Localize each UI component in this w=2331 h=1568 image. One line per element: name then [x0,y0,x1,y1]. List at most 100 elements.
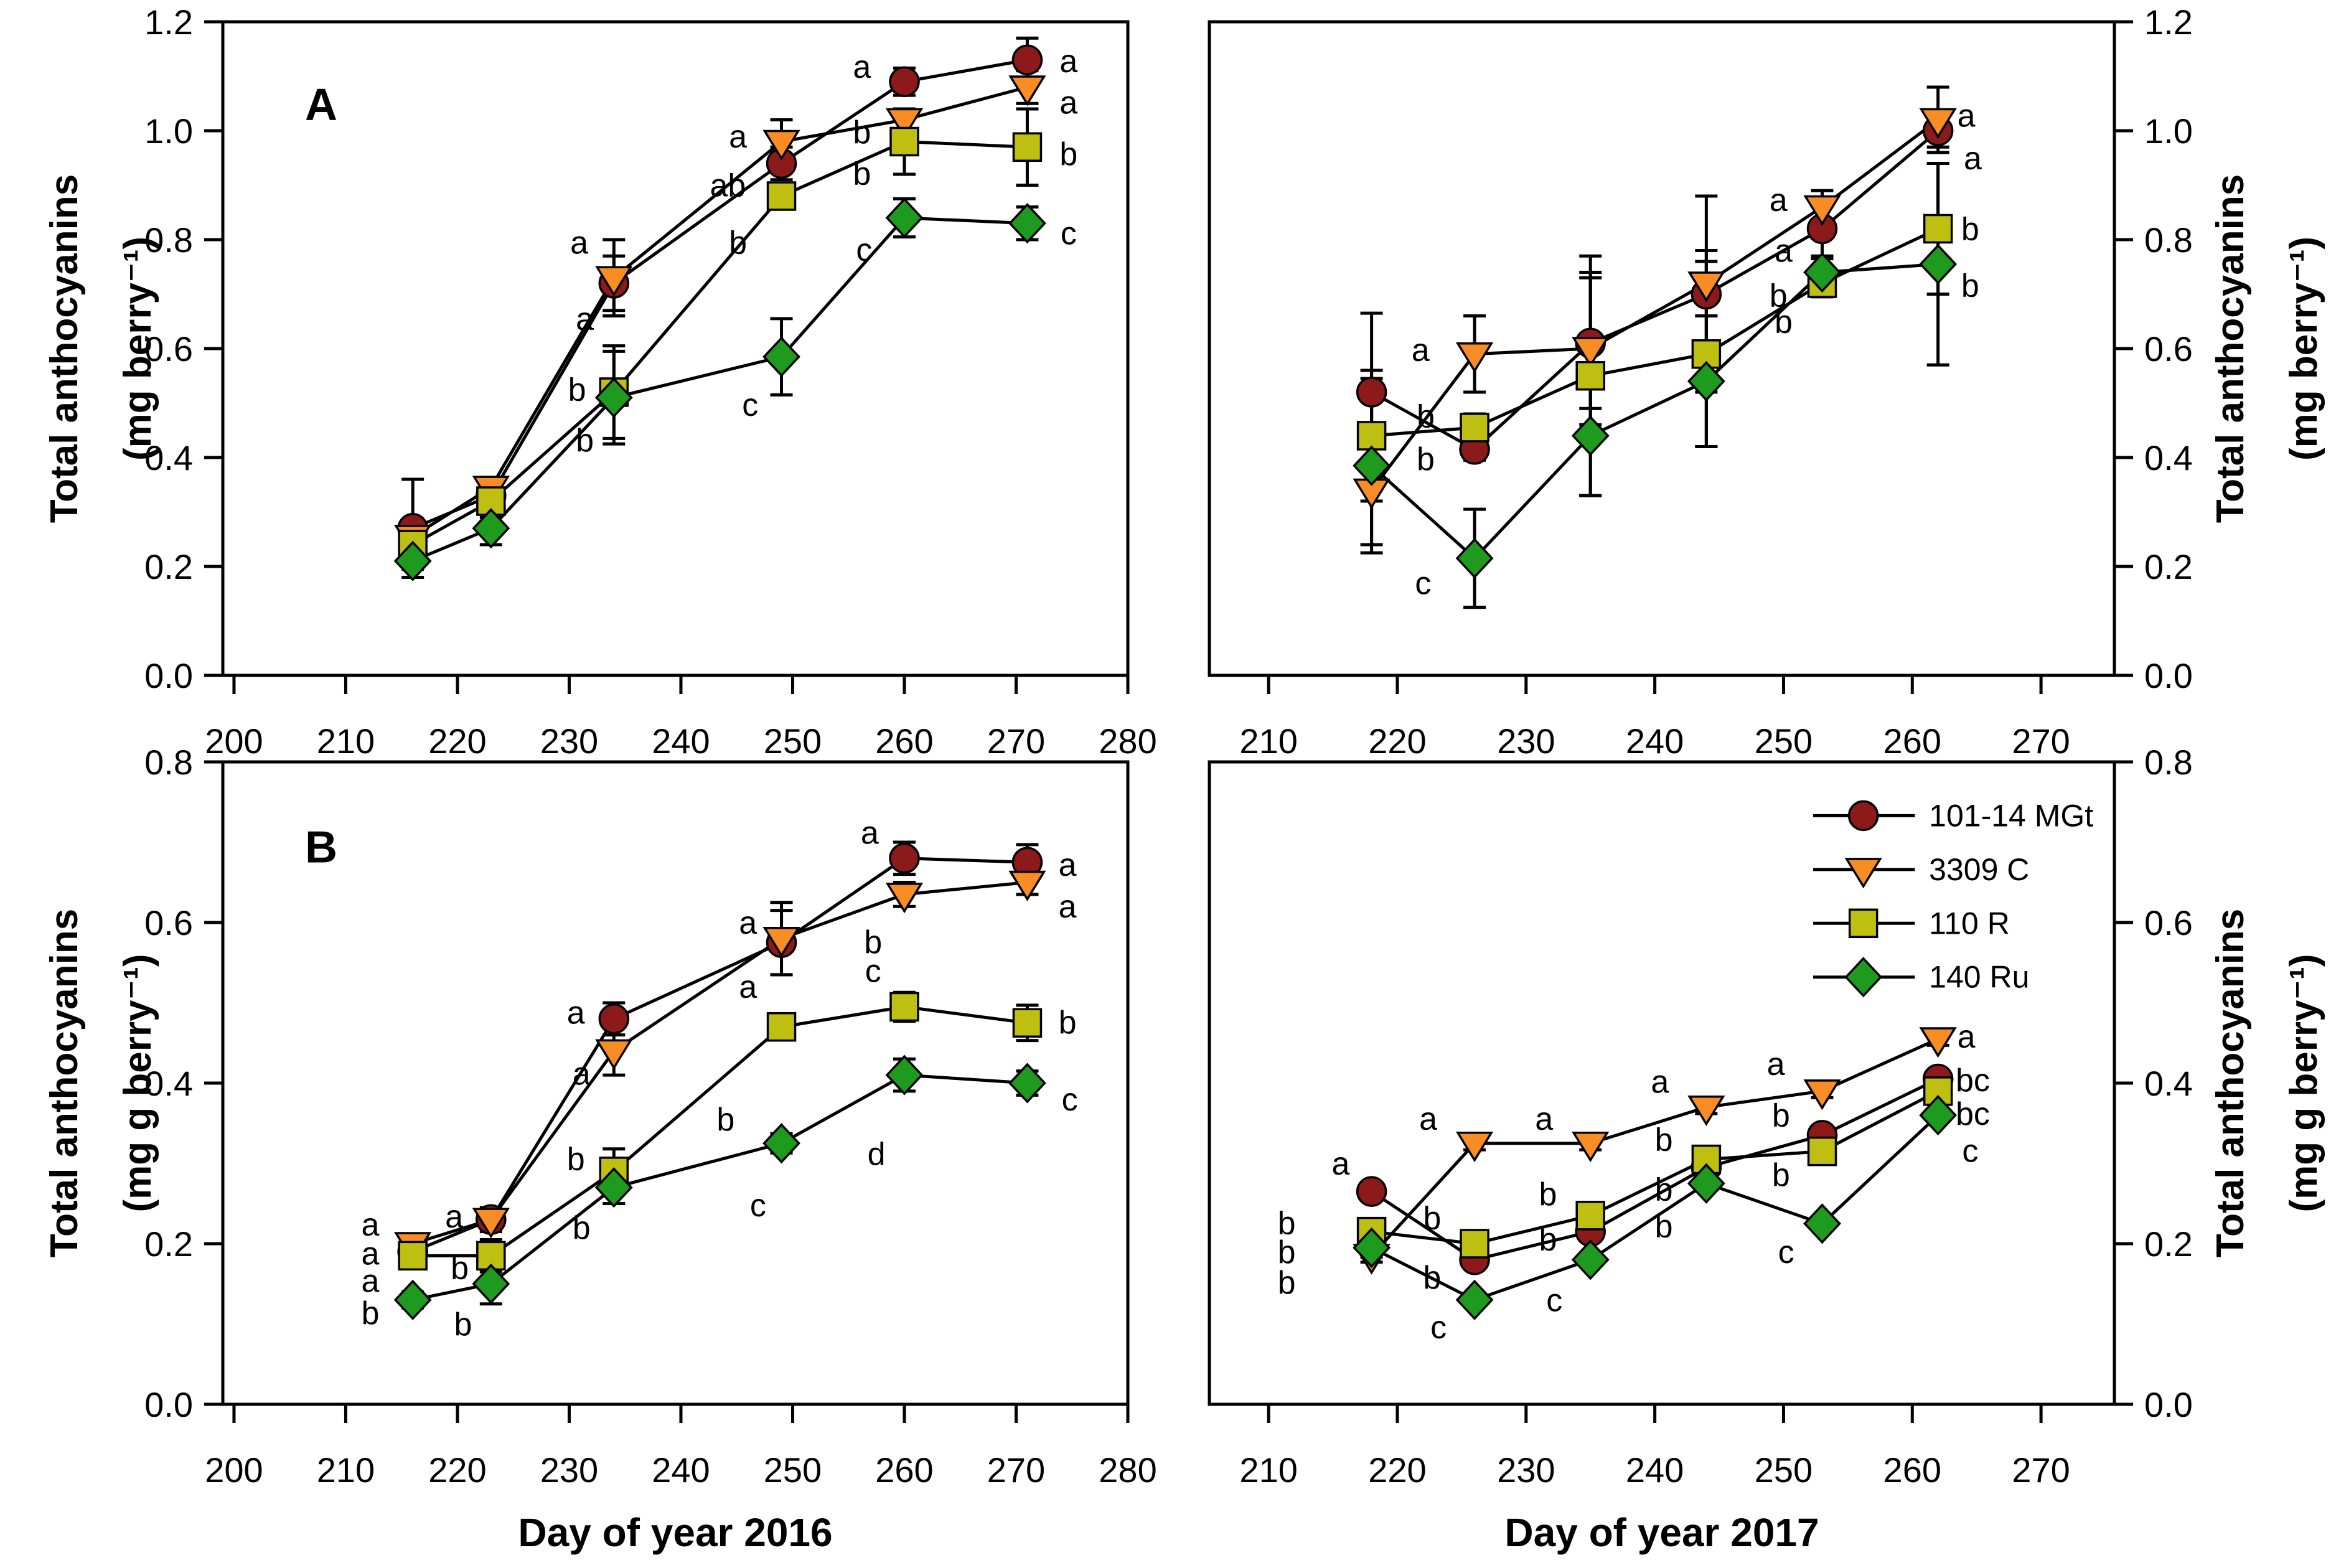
y-axis-title-bottom-left: Total anthocyanins (mg g berry⁻¹) [27,741,176,1425]
marker-r110 [1575,361,1605,391]
sig-letter: c [1430,1310,1447,1346]
sig-letter: b [1423,1260,1441,1296]
series-line-ru140 [1370,262,1938,561]
x-tick-label: 210 [1239,721,1297,761]
y-axis-unit-text: (mg berry⁻¹) [2282,237,2325,461]
series-line-c3309 [1370,118,1939,492]
sig-letter: a [576,301,594,337]
x-tick-label: 280 [1099,721,1156,761]
y-tick-label: 0.4 [144,438,193,477]
x-tick-label: 270 [2012,1450,2070,1490]
sig-letter: b [1775,304,1793,340]
sig-letter: b [1417,399,1435,435]
y-axis-unit-text: (mg g berry⁻¹) [2282,954,2325,1213]
sig-letter: b [853,115,871,151]
y-tick-label: 0.0 [144,656,193,695]
marker-mgt [1011,44,1043,75]
x-tick-label: 250 [1755,1450,1813,1490]
marker-ru140 [393,1279,432,1320]
legend-label: 140 Ru [1929,960,2029,995]
sig-letter: b [1770,278,1788,314]
panel-a-2016-per-berry: 200 210 220 230 240 250 260 270 280 0.0 0.2 0.4 0.6 0… [144,2,1157,761]
sig-letter: a [861,815,879,852]
series-line-r110 [1371,1089,1939,1246]
x-tick-label: 230 [1497,1450,1555,1490]
panel-label: B [305,822,337,872]
sig-letter: b [1539,1221,1557,1257]
x-tick-label: 250 [764,721,822,761]
x-tick-label: 240 [1626,1450,1684,1490]
marker-ru140 [1687,360,1725,402]
marker-c3309 [1572,1132,1610,1163]
marker-c3309 [1687,1095,1725,1127]
sig-letter: a [1958,98,1976,134]
y-tick-label: 0.4 [144,1064,193,1103]
sig-letter: b [1772,1098,1790,1134]
marker-ru140 [1803,1203,1841,1244]
x-tick-label: 210 [317,1450,375,1490]
series-line-ru140 [1371,1114,1939,1302]
x-tick-label: 250 [1755,721,1813,761]
sig-letter: c [1415,565,1431,601]
x-tick-label: 220 [1368,1450,1426,1490]
y-tick-label: 1.2 [144,2,193,42]
sig-letter: a [570,225,588,261]
x-tick-label: 230 [1497,721,1555,761]
x-tick-label: 240 [652,721,710,761]
sig-letter: b [1278,1234,1296,1270]
y-axis-title-top-right: Total anthocyanins (mg berry⁻¹) [2193,6,2331,691]
marker-ru140 [1353,445,1391,486]
y-tick-label: 0.6 [2144,329,2193,369]
sig-letter: b [1961,212,1979,248]
legend-marker-ru140 [1844,957,1883,998]
y-axis-unit-text: (mg berry⁻¹) [116,237,159,461]
sig-letter: b [1539,1176,1557,1213]
marker-r110 [889,126,919,157]
x-tick-label: 220 [1368,721,1426,761]
marker-mgt [889,66,920,97]
x-axis-caption-2017: Day of year 2017 [1504,1510,1819,1555]
sig-letter: b [568,372,586,408]
sig-letter: a [1775,233,1793,270]
legend-marker-c3309 [1844,858,1882,889]
sig-letter: a [1651,1064,1669,1100]
sig-letter: a [1964,141,1982,177]
marker-c3309 [472,1208,510,1239]
marker-c3309 [1687,271,1725,303]
sig-letter: bc [1956,1063,1990,1099]
sig-letter: c [1061,216,1077,252]
x-tick-label: 220 [428,721,486,761]
marker-mgt [598,1003,630,1035]
marker-c3309 [1455,1132,1494,1163]
marker-ru140 [762,336,800,377]
marker-ru140 [594,1167,633,1208]
x-tick-label: 270 [2012,721,2070,761]
y-tick-label: 0.8 [2144,220,2193,260]
marker-r110 [1012,132,1043,162]
sig-letter: b [1772,1157,1790,1193]
sig-letter: b [1423,1201,1441,1237]
x-tick-label: 240 [652,1450,710,1490]
sig-letter: a [1535,1101,1553,1137]
panel-border [1208,760,2116,1406]
x-tick-label: 240 [1626,721,1684,761]
marker-c3309 [1008,870,1046,901]
marker-c3309 [1008,75,1046,106]
y-axis-title-text: Total anthocyanins [2209,174,2252,523]
marker-mgt [1356,1176,1387,1207]
legend-item-ru140: 140 Ru [1813,957,2029,998]
sig-letter: bc [1956,1096,1990,1132]
y-tick-label: 0.6 [2144,903,2193,942]
legend-marker-r110 [1848,908,1878,939]
marker-r110 [1923,214,1953,244]
sig-letter: a [1767,1046,1785,1082]
marker-c3309 [1572,337,1610,368]
y-tick-label: 0.6 [144,903,193,942]
sig-letter: a [1059,889,1077,925]
sig-letter: a [361,1236,379,1272]
sig-letter: a [1419,1101,1437,1137]
marker-c3309 [595,1039,633,1070]
x-tick-label: 270 [987,721,1045,761]
